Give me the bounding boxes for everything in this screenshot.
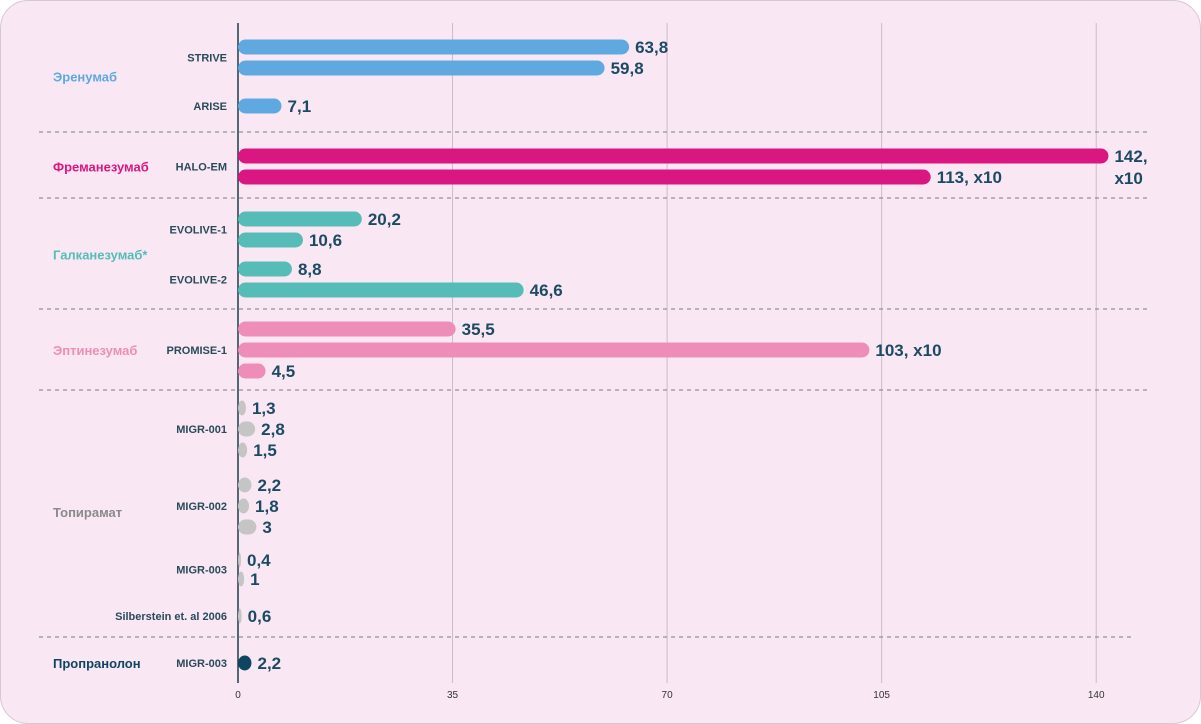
study-label: MIGR-001 xyxy=(176,424,227,436)
data-label-line: x10 xyxy=(1114,169,1142,188)
bar xyxy=(238,571,245,587)
data-label-line: 113, x10 xyxy=(937,168,1002,187)
bar xyxy=(238,169,931,185)
series-group: PROMISE-1 35,5 103, x10 4,5 Эптинезумаб xyxy=(53,320,942,381)
series-group: STRIVE 63,8 59,8 ARISE 7,1 Эренумаб xyxy=(53,38,668,116)
study-label: STRIVE xyxy=(187,53,227,65)
study-label: Silberstein et. al 2006 xyxy=(115,611,227,623)
data-label-line: 8,8 xyxy=(298,260,322,279)
data-label: 59,8 xyxy=(611,59,644,78)
study-label: MIGR-003 xyxy=(176,565,227,577)
bar xyxy=(238,655,252,671)
drug-label: Фреманезумаб xyxy=(53,160,149,175)
data-label: 0,4 xyxy=(247,551,271,570)
bar xyxy=(238,232,303,248)
x-tick-label: 105 xyxy=(873,690,890,701)
series-group: EVOLIVE-1 20,2 10,6 EVOLIVE-2 8,8 46,6 Галкане… xyxy=(53,210,563,300)
data-label: 7,1 xyxy=(288,97,312,116)
x-tick-label: 70 xyxy=(662,690,674,701)
bar xyxy=(238,98,282,114)
data-label: 8,8 xyxy=(298,260,322,279)
data-label-line: 0,6 xyxy=(248,607,272,626)
bar xyxy=(238,148,1109,164)
data-label: 2,2 xyxy=(257,476,281,495)
data-label-line: 59,8 xyxy=(611,59,644,78)
study-label: PROMISE-1 xyxy=(166,345,227,357)
bar xyxy=(238,498,250,514)
data-label-line: 35,5 xyxy=(462,320,495,339)
drug-label: Галканезумаб* xyxy=(53,248,148,263)
x-tick-label: 35 xyxy=(447,690,459,701)
grid: 0 35 70 105 140 xyxy=(235,23,1105,701)
bar xyxy=(238,400,246,416)
bar xyxy=(238,442,248,458)
bar xyxy=(238,261,292,277)
data-label: 63,8 xyxy=(635,38,668,57)
drug-label: Эренумаб xyxy=(53,70,117,85)
series-group: HALO-EM 142, x10 113, x10 Фреманезумаб xyxy=(53,147,1148,188)
data-label: 10,6 xyxy=(309,231,342,250)
bar xyxy=(238,282,524,298)
data-label: 46,6 xyxy=(530,281,563,300)
data-label-line: 20,2 xyxy=(368,210,401,229)
data-label-line: 4,5 xyxy=(272,362,296,381)
data-label-line: 2,8 xyxy=(261,420,285,439)
data-label-line: 2,2 xyxy=(257,476,281,495)
drug-label: Топирамат xyxy=(53,505,122,520)
bar xyxy=(238,211,362,227)
series-group: MIGR-001 1,3 2,8 1,5 MIGR-002 2,2 1,8 3 MIGR-003… xyxy=(53,399,285,626)
series-group: MIGR-003 2,2 Пропранолон xyxy=(53,654,281,673)
bar xyxy=(238,342,870,358)
data-label: 1 xyxy=(250,570,259,589)
data-label: 142, x10 xyxy=(1114,147,1147,188)
study-label: MIGR-002 xyxy=(176,501,227,513)
study-label: EVOLIVE-1 xyxy=(170,225,227,237)
bar xyxy=(238,608,242,624)
data-label: 1,8 xyxy=(255,497,279,516)
data-label: 103, x10 xyxy=(875,341,941,360)
data-label: 2,2 xyxy=(257,654,281,673)
bar xyxy=(238,421,256,437)
study-label: MIGR-003 xyxy=(176,658,227,670)
data-label-line: 1 xyxy=(250,570,259,589)
data-label: 4,5 xyxy=(272,362,296,381)
data-label: 1,3 xyxy=(252,399,276,418)
data-label-line: 2,2 xyxy=(257,654,281,673)
data-label: 113, x10 xyxy=(937,168,1002,187)
bar xyxy=(238,60,605,76)
data-label: 3 xyxy=(262,518,271,537)
drug-label: Пропранолон xyxy=(53,656,141,671)
study-label: HALO-EM xyxy=(176,162,227,174)
data-label-line: 46,6 xyxy=(530,281,563,300)
study-label: EVOLIVE-2 xyxy=(170,275,227,287)
x-tick-label: 140 xyxy=(1088,690,1105,701)
data-label-line: 1,8 xyxy=(255,497,279,516)
bar xyxy=(238,321,456,337)
bar xyxy=(238,39,630,55)
data-label-line: 10,6 xyxy=(309,231,342,250)
data-label-line: 1,3 xyxy=(252,399,276,418)
bar xyxy=(238,552,241,568)
data-label-line: 63,8 xyxy=(635,38,668,57)
bar xyxy=(238,477,252,493)
data-label: 2,8 xyxy=(261,420,285,439)
bar xyxy=(238,363,266,379)
drug-label: Эптинезумаб xyxy=(53,343,137,358)
study-label: ARISE xyxy=(193,101,227,113)
data-label-line: 0,4 xyxy=(247,551,271,570)
data-label-line: 7,1 xyxy=(288,97,312,116)
data-label-line: 1,5 xyxy=(253,441,277,460)
data-label: 0,6 xyxy=(248,607,272,626)
bar xyxy=(238,519,257,535)
data-label-line: 142, xyxy=(1114,147,1147,166)
data-label: 20,2 xyxy=(368,210,401,229)
data-label-line: 103, x10 xyxy=(875,341,941,360)
x-tick-label: 0 xyxy=(235,690,241,701)
data-label: 35,5 xyxy=(462,320,495,339)
data-label: 1,5 xyxy=(253,441,277,460)
data-label-line: 3 xyxy=(262,518,271,537)
